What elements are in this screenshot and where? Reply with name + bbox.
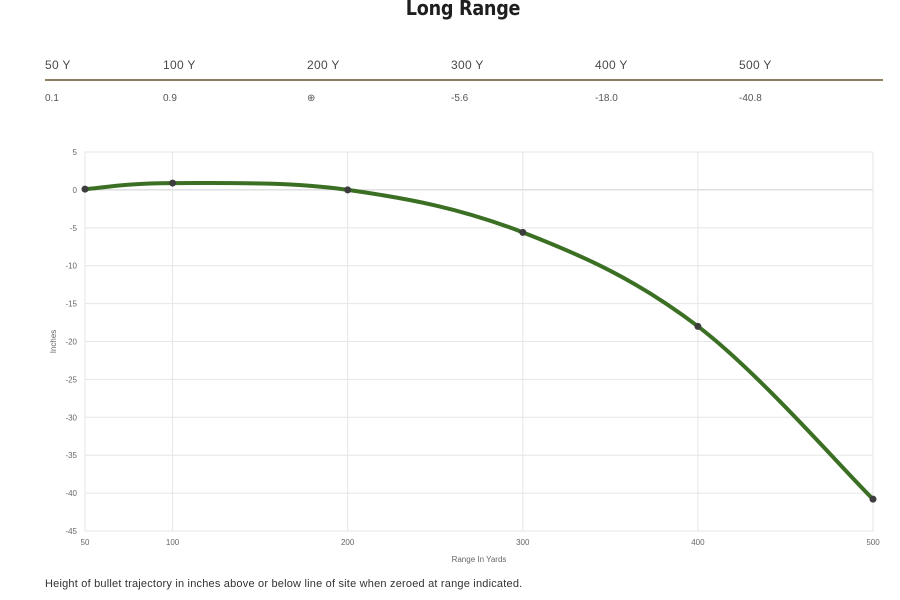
y-tick-label: -15 [65,300,77,309]
range-header-100: 100 Y [163,58,196,72]
range-value-50: 0.1 [45,93,59,104]
chart-title: Long Range [405,0,521,20]
y-tick-label: -25 [65,375,77,384]
range-value-300: -5.6 [451,93,469,104]
y-tick-label: 0 [73,186,78,195]
range-value-row: 0.1 0.9 ⊕ -5.6 -18.0 -40.8 [45,81,883,105]
x-tick-label: 200 [341,538,355,547]
range-header-50: 50 Y [45,58,71,72]
y-tick-label: -10 [65,262,77,271]
range-header-400: 400 Y [595,58,628,72]
x-tick-label: 50 [81,538,90,547]
range-header-300: 300 Y [451,58,484,72]
range-header-200: 200 Y [307,58,340,72]
y-tick-label: -5 [70,224,78,233]
range-table: 50 Y 100 Y 200 Y 300 Y 400 Y 500 Y 0.1 0… [45,52,883,105]
y-tick-label: 5 [73,148,78,157]
x-tick-label: 100 [166,538,180,547]
data-point [694,322,702,330]
data-point [169,179,177,187]
data-point [519,228,527,236]
range-header-500: 500 Y [739,58,772,72]
chart-caption: Height of bullet trajectory in inches ab… [45,578,523,590]
x-tick-label: 300 [516,538,530,547]
y-axis-title: Inches [49,330,58,354]
x-tick-label: 500 [866,538,880,547]
data-point [869,495,877,503]
y-tick-label: -20 [65,338,77,347]
data-point [344,186,352,194]
range-value-100: 0.9 [163,93,177,104]
y-tick-label: -40 [65,489,77,498]
zero-crosshair-icon: ⊕ [307,93,316,104]
y-tick-label: -45 [65,527,77,536]
x-axis-title: Range In Yards [452,555,507,564]
data-point [81,185,89,193]
range-value-500: -40.8 [739,93,762,104]
range-header-row: 50 Y 100 Y 200 Y 300 Y 400 Y 500 Y [45,52,883,81]
y-tick-label: -30 [65,413,77,422]
x-tick-label: 400 [691,538,705,547]
y-tick-label: -35 [65,451,77,460]
range-value-400: -18.0 [595,93,618,104]
